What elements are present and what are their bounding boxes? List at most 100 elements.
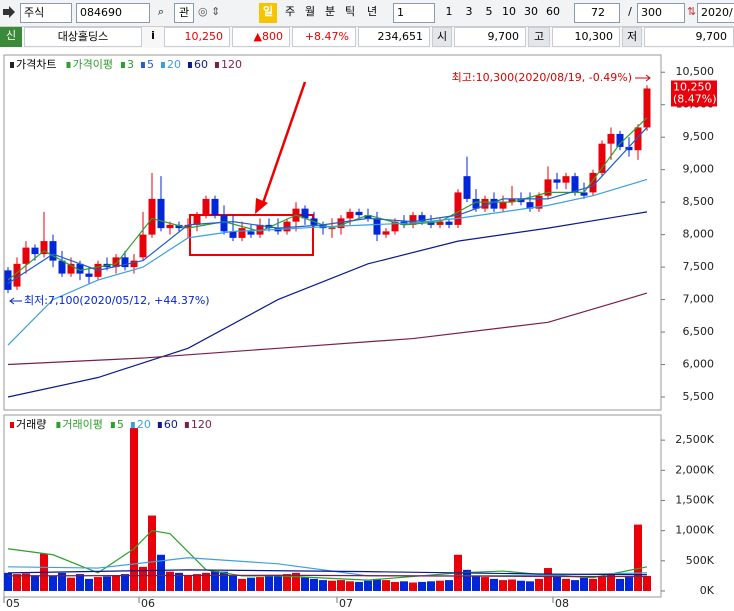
y-tick-label: 8,500 — [683, 195, 715, 208]
legend-swatch — [184, 422, 189, 428]
nav-icons[interactable]: ◎ ⇕ — [198, 5, 221, 18]
candle-body — [220, 215, 228, 232]
volume-bar — [202, 572, 210, 591]
quote-bar: 신 대상홀딩스 i 10,250 ▲800 +8.47% 234,651 시 9… — [0, 27, 734, 48]
candle-body — [544, 179, 552, 196]
candle-body — [589, 172, 597, 193]
volume-bar — [427, 581, 435, 591]
interval[interactable]: 5 — [485, 5, 493, 18]
ma-line — [7, 178, 648, 346]
legend-entry: 5 — [147, 58, 154, 71]
interval[interactable]: 3 — [465, 5, 473, 18]
high-label: 고 — [528, 27, 550, 47]
x-tick-label: 08 — [555, 597, 569, 610]
max-input[interactable]: 300 — [637, 3, 685, 23]
volume-bar — [58, 572, 66, 591]
candle-body — [373, 218, 381, 235]
candle-body — [571, 176, 579, 193]
volume-bar — [229, 575, 237, 591]
volume-bar — [436, 580, 444, 591]
volume-bar — [13, 574, 21, 591]
period[interactable]: 월 — [304, 5, 316, 18]
y-tick-label: 2,000K — [675, 463, 714, 476]
volume-bar — [562, 578, 570, 591]
volume-bar — [445, 580, 453, 591]
volume-bar — [553, 575, 561, 591]
highlight-arrow — [260, 81, 307, 207]
volume-bar — [400, 581, 408, 591]
volume-bar — [193, 574, 201, 591]
volume-bar — [535, 578, 543, 591]
candle-body — [625, 146, 633, 151]
interval[interactable]: 60 — [546, 5, 560, 18]
volume-bar — [67, 577, 75, 591]
date-input[interactable]: 2020/ — [697, 3, 734, 23]
legend-entry: 20 — [137, 418, 151, 431]
menu-icon[interactable] — [2, 4, 18, 20]
volume-bar — [472, 575, 480, 591]
legend-title: 거래량 — [16, 418, 46, 431]
period-day[interactable]: 일 — [259, 3, 277, 23]
change-pct: +8.47% — [292, 27, 356, 47]
annotation-arrow — [9, 297, 22, 305]
candle-body — [427, 221, 435, 225]
legend-swatch — [56, 422, 61, 428]
volume-bar — [85, 578, 93, 591]
reset-icon[interactable]: ⇅ — [687, 5, 696, 18]
interval[interactable]: 10 — [502, 5, 516, 18]
candle-body — [121, 257, 129, 268]
y-tick-label: 1,000K — [675, 524, 714, 537]
volume-bar — [319, 580, 327, 591]
search-icon[interactable]: ⌕ — [157, 5, 165, 18]
y-tick-label: 500K — [686, 554, 715, 567]
period[interactable]: 년 — [366, 5, 378, 18]
candle-body — [490, 198, 498, 209]
change: ▲800 — [232, 27, 290, 47]
volume-bar — [517, 580, 525, 591]
volume-bar — [49, 575, 57, 591]
info-button[interactable]: i — [151, 29, 155, 42]
ma-line — [7, 117, 648, 281]
volume-bar — [148, 515, 156, 591]
ma-line — [7, 557, 648, 577]
candle-body — [337, 218, 345, 229]
volume-bar — [175, 572, 183, 591]
interval[interactable]: 30 — [524, 5, 538, 18]
candle-body — [31, 247, 39, 255]
legend-title: 거래이평 — [62, 418, 102, 431]
candle-body — [472, 198, 480, 209]
candle-body — [148, 198, 156, 235]
volume-bar — [598, 575, 606, 591]
volume-bar — [355, 581, 363, 591]
candle-body — [409, 215, 417, 225]
open-label: 시 — [432, 27, 452, 47]
candle-body — [301, 208, 309, 219]
volume-bar — [625, 577, 633, 591]
legend-entry: 60 — [164, 418, 178, 431]
low: 9,700 — [644, 27, 734, 47]
unit-select[interactable]: 1 — [393, 3, 435, 23]
y-tick-label: 7,000 — [683, 293, 715, 306]
period[interactable]: 분 — [324, 5, 336, 18]
candle-body — [607, 133, 615, 144]
count-input[interactable]: 72 — [574, 3, 620, 23]
last-price-label: 10,250 — [673, 80, 712, 93]
candle-body — [76, 263, 84, 274]
candle-body — [346, 211, 354, 219]
badge: 신 — [0, 27, 22, 47]
ma-line — [7, 127, 648, 284]
volume-bar — [121, 574, 129, 591]
candle-body — [355, 211, 363, 216]
legend-title: 가격차트 — [16, 58, 56, 71]
code-input[interactable]: 084690 — [76, 3, 150, 23]
stock-name: 대상홀딩스 — [24, 27, 142, 47]
candle-body — [49, 241, 57, 261]
market-select[interactable]: 주식 — [20, 3, 72, 23]
volume-bar — [580, 577, 588, 591]
watch-button[interactable]: 관 — [174, 3, 194, 23]
interval[interactable]: 1 — [445, 5, 453, 18]
period[interactable]: 틱 — [344, 5, 356, 18]
period[interactable]: 주 — [284, 5, 296, 18]
volume-bar — [526, 581, 534, 591]
candle-body — [436, 221, 444, 225]
